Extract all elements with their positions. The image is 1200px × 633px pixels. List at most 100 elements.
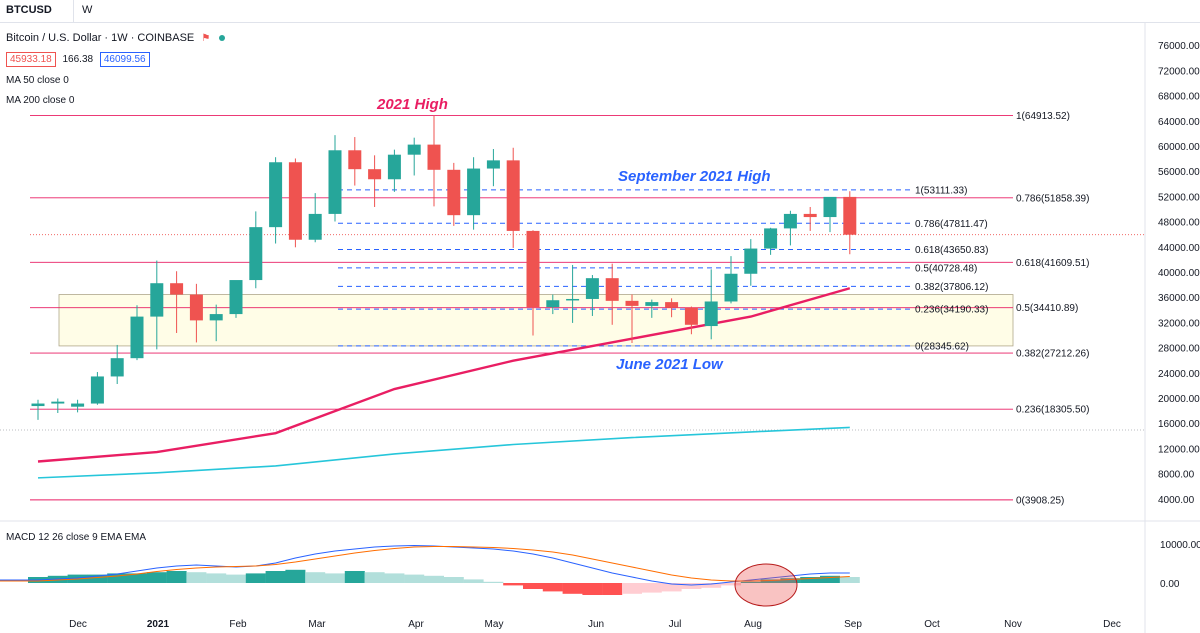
candle (269, 157, 283, 244)
candle (486, 149, 500, 187)
macd-histogram-bar (641, 583, 662, 593)
candle-body (605, 278, 619, 301)
x-tick-label: 2021 (147, 619, 170, 630)
price-box: 45933.18 166.38 46099.56 (6, 52, 150, 67)
macd-histogram-bar (602, 583, 623, 595)
x-tick-label: Feb (229, 619, 247, 630)
candle-body (823, 196, 837, 218)
fib-level-label: 0(3908.25) (1016, 495, 1064, 506)
x-tick-label: Jun (588, 619, 604, 630)
macd-histogram-bar (443, 577, 464, 583)
toolbar-divider (73, 0, 74, 22)
candle-body (170, 283, 184, 295)
candle (90, 372, 104, 405)
candle-body (427, 144, 441, 170)
candle (704, 269, 718, 340)
candle-body (51, 401, 65, 404)
candle (447, 162, 461, 226)
macd-histogram-bar (760, 579, 781, 583)
annotation-june-low: June 2021 Low (616, 356, 724, 373)
x-tick-label: Dec (69, 619, 87, 630)
macd-histogram-bar (800, 577, 821, 583)
candle (665, 298, 679, 318)
candle-body (546, 300, 560, 308)
candle (71, 399, 85, 413)
candle (110, 344, 124, 385)
y-tick-label: 48000.00 (1158, 218, 1200, 229)
x-tick-label: Oct (924, 619, 940, 630)
candle-body (764, 228, 778, 249)
candle (288, 158, 302, 248)
macd-histogram-bar (721, 583, 741, 586)
candle-body (526, 230, 540, 308)
y-tick-label: 56000.00 (1158, 167, 1200, 178)
x-tick-label: Nov (1004, 619, 1022, 630)
candle (407, 137, 421, 176)
candle-body (506, 160, 520, 231)
macd-histogram-bar (780, 578, 801, 583)
macd-histogram-bar (305, 572, 326, 583)
chart-legend: Bitcoin / U.S. Dollar · 1W · COINBASE ⚑ (6, 32, 226, 44)
candle-body (467, 168, 481, 216)
fib-level-label: 0.236(18305.50) (1016, 405, 1089, 416)
macd-tick-label: 10000.00 (1160, 540, 1200, 551)
candle-body (803, 213, 817, 218)
candle-body (90, 376, 104, 404)
candle-body (704, 301, 718, 327)
candle (783, 210, 797, 246)
candle-body (684, 307, 698, 325)
macd-histogram-bar (503, 583, 524, 586)
candle (170, 271, 184, 333)
candle-body (368, 169, 382, 180)
ma200-legend[interactable]: MA 200 close 0 (6, 95, 75, 106)
interval-button[interactable]: W (82, 4, 93, 16)
candle-body (486, 160, 500, 169)
candle (764, 227, 778, 255)
macd-histogram-bar (166, 571, 187, 583)
y-tick-label: 20000.00 (1158, 394, 1200, 405)
candle (31, 399, 45, 420)
macd-signal-line (0, 546, 850, 582)
candle-body (71, 403, 85, 407)
macd-histogram-bar (146, 572, 167, 583)
candle-body (407, 144, 421, 155)
candle-body (348, 150, 362, 170)
candle-body (387, 154, 401, 180)
macd-histogram-bar (384, 573, 405, 583)
flag-icon[interactable]: ⚑ (201, 33, 211, 44)
sell-price[interactable]: 45933.18 (6, 52, 56, 67)
macd-histogram-bar (463, 579, 484, 583)
macd-histogram-bar (325, 573, 345, 583)
y-tick-label: 52000.00 (1158, 192, 1200, 203)
candle-body (665, 302, 679, 308)
y-tick-label: 40000.00 (1158, 268, 1200, 279)
symbol-search-button[interactable]: BTCUSD (6, 4, 52, 16)
candle-body (843, 196, 857, 235)
macd-legend[interactable]: MACD 12 26 close 9 EMA EMA (6, 532, 147, 543)
candle-body (288, 162, 302, 240)
candle (368, 155, 382, 207)
fib-level-label: 0.618(41609.51) (1016, 258, 1089, 269)
y-tick-label: 12000.00 (1158, 444, 1200, 455)
ma50-legend[interactable]: MA 50 close 0 (6, 75, 69, 86)
crossover-highlight (734, 563, 798, 607)
candle-body (744, 248, 758, 274)
macd-histogram-bar (523, 583, 543, 589)
candle-body (625, 300, 639, 306)
candle-body (566, 298, 580, 301)
macd-histogram-bar (681, 583, 702, 589)
candle-body (249, 227, 263, 281)
buy-price[interactable]: 46099.56 (99, 52, 150, 67)
macd-histogram-bar (839, 577, 860, 583)
y-tick-label: 32000.00 (1158, 318, 1200, 329)
candle (605, 263, 619, 325)
candle (625, 294, 639, 344)
spread-value: 166.38 (62, 54, 94, 65)
x-tick-label: Apr (408, 619, 424, 630)
inner-fib-label: 1(53111.33) (915, 185, 967, 196)
candle-body (229, 280, 243, 315)
macd-histogram-bar (344, 571, 365, 583)
x-tick-label: Aug (744, 619, 762, 630)
candle (150, 260, 164, 350)
